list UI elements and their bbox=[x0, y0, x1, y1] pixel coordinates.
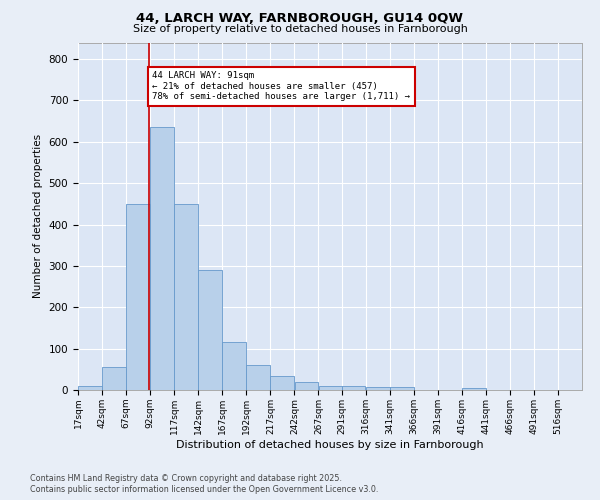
X-axis label: Distribution of detached houses by size in Farnborough: Distribution of detached houses by size … bbox=[176, 440, 484, 450]
Text: Size of property relative to detached houses in Farnborough: Size of property relative to detached ho… bbox=[133, 24, 467, 34]
Bar bbox=[366, 386, 389, 390]
Bar bbox=[390, 386, 413, 390]
Bar bbox=[78, 386, 102, 390]
Bar bbox=[271, 376, 294, 390]
Bar bbox=[247, 365, 270, 390]
Bar bbox=[175, 204, 198, 390]
Text: 44, LARCH WAY, FARNBOROUGH, GU14 0QW: 44, LARCH WAY, FARNBOROUGH, GU14 0QW bbox=[137, 12, 464, 26]
Bar bbox=[150, 128, 174, 390]
Bar bbox=[462, 388, 485, 390]
Bar bbox=[319, 386, 343, 390]
Bar bbox=[341, 386, 365, 390]
Text: Contains HM Land Registry data © Crown copyright and database right 2025.
Contai: Contains HM Land Registry data © Crown c… bbox=[30, 474, 379, 494]
Text: 44 LARCH WAY: 91sqm
← 21% of detached houses are smaller (457)
78% of semi-detac: 44 LARCH WAY: 91sqm ← 21% of detached ho… bbox=[152, 72, 410, 102]
Bar bbox=[102, 367, 126, 390]
Y-axis label: Number of detached properties: Number of detached properties bbox=[33, 134, 43, 298]
Bar bbox=[223, 342, 246, 390]
Bar bbox=[126, 204, 150, 390]
Bar bbox=[295, 382, 319, 390]
Bar bbox=[199, 270, 222, 390]
